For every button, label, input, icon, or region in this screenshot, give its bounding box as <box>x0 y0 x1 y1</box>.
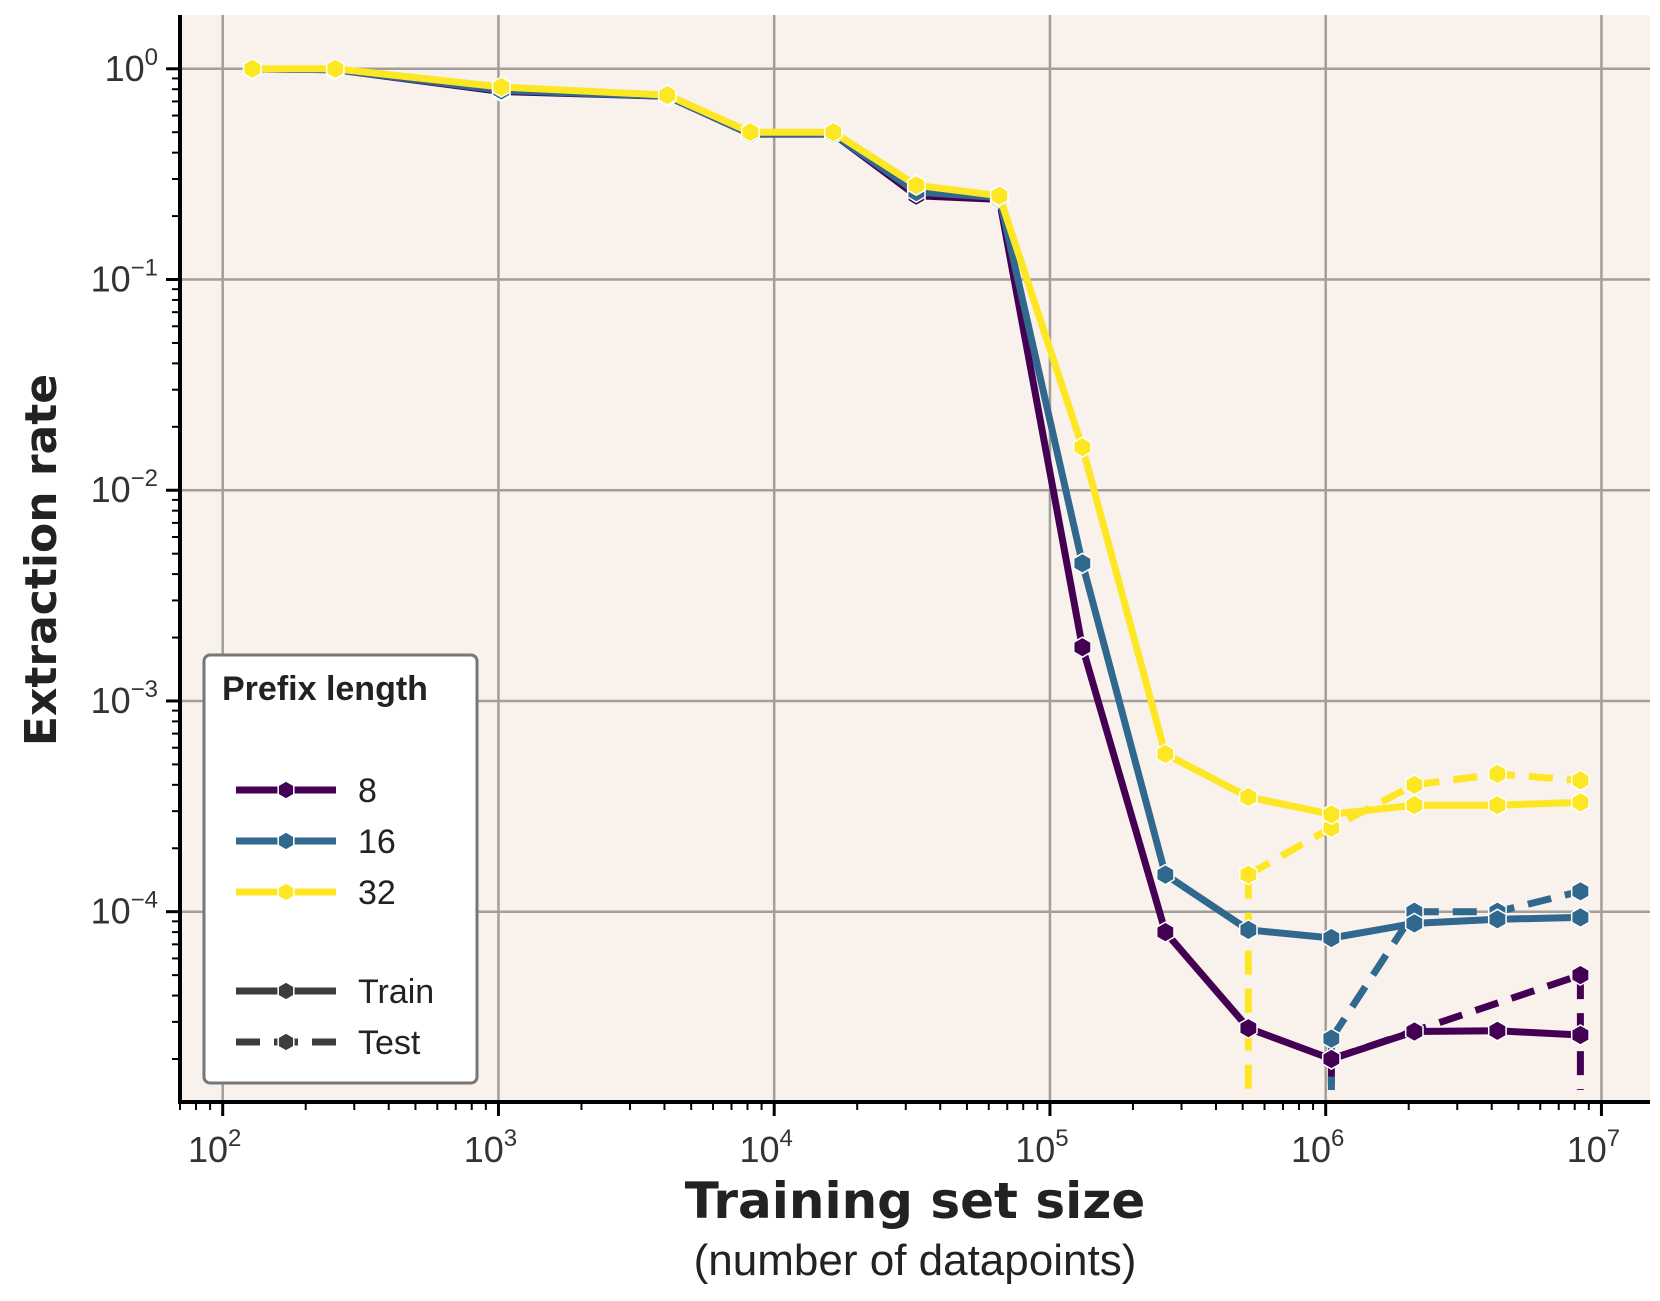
x-tick-label: 103 <box>464 1125 517 1170</box>
y-tick-label: 10−3 <box>91 676 158 721</box>
data-point <box>1404 794 1424 817</box>
data-point <box>1072 636 1092 659</box>
data-point <box>1321 816 1341 839</box>
legend-entry-label: 8 <box>358 772 377 810</box>
x-axis-sublabel: (number of datapoints) <box>694 1236 1137 1285</box>
data-point <box>1487 908 1507 931</box>
legend-box <box>202 653 479 1085</box>
y-tick-label: 10−2 <box>91 465 158 510</box>
data-point <box>1487 763 1507 785</box>
axes-ticks: 102 103 104 105 106 107 100 10−1 10−2 10−3 10−4 <box>91 44 1621 1170</box>
data-point <box>242 57 262 80</box>
data-point <box>1321 927 1341 949</box>
data-point <box>1404 1020 1424 1043</box>
y-tick-label: 10−1 <box>91 255 158 300</box>
data-point <box>1570 791 1590 814</box>
data-point <box>1238 786 1258 808</box>
data-point <box>1570 769 1590 792</box>
y-tick-label: 10−4 <box>91 887 158 932</box>
x-tick-label: 102 <box>188 1125 241 1170</box>
legend-split-marker <box>277 981 295 1001</box>
data-point <box>657 84 677 106</box>
data-point <box>1321 1048 1341 1070</box>
data-point <box>1404 773 1424 796</box>
data-point <box>1321 1027 1341 1050</box>
x-tick-label: 107 <box>1567 1125 1620 1170</box>
data-point <box>740 121 760 144</box>
data-point <box>1238 863 1258 886</box>
legend-split-label: Test <box>358 1024 421 1062</box>
series-layer <box>242 57 1590 1090</box>
data-point <box>1570 1024 1590 1046</box>
data-point <box>1570 906 1590 929</box>
series-train-32 <box>242 57 1590 826</box>
data-point <box>823 121 843 144</box>
data-point <box>989 184 1009 207</box>
legend-swatch-marker <box>277 882 295 902</box>
data-point <box>1487 794 1507 817</box>
data-point <box>325 57 345 80</box>
y-axis-label: Extraction rate <box>16 374 67 746</box>
data-point <box>1238 1017 1258 1040</box>
data-point <box>1155 743 1175 765</box>
data-point <box>1072 436 1092 459</box>
legend-split-marker <box>277 1032 295 1052</box>
x-axis-label: Training set size <box>685 1172 1146 1230</box>
series-line <box>1328 887 1582 1041</box>
legend-swatch-marker <box>277 780 295 800</box>
x-tick-label: 106 <box>1291 1125 1344 1170</box>
x-tick-label: 104 <box>740 1125 793 1170</box>
x-tick-label: 105 <box>1015 1125 1068 1170</box>
data-point <box>1404 912 1424 935</box>
data-point <box>1570 880 1590 903</box>
y-tick-label: 100 <box>105 44 158 89</box>
data-point <box>906 174 926 197</box>
legend-swatch-marker <box>277 831 295 851</box>
series-test-32 <box>1238 763 1590 1090</box>
data-point <box>1321 803 1341 826</box>
data-point <box>1570 964 1590 986</box>
legend-entry-label: 32 <box>358 874 396 912</box>
data-point <box>1155 921 1175 943</box>
data-point <box>1487 1019 1507 1042</box>
data-point <box>1072 552 1092 575</box>
data-point <box>1238 919 1258 941</box>
legend-split-label: Train <box>358 973 434 1011</box>
legend: Prefix length 8 16 32 Train Test <box>202 653 479 1085</box>
legend-title: Prefix length <box>222 670 428 708</box>
legend-entry-label: 16 <box>358 823 396 861</box>
data-point <box>1155 863 1175 886</box>
legend-entries: 8 16 32 Train Test <box>236 772 434 1062</box>
data-point <box>491 76 511 98</box>
